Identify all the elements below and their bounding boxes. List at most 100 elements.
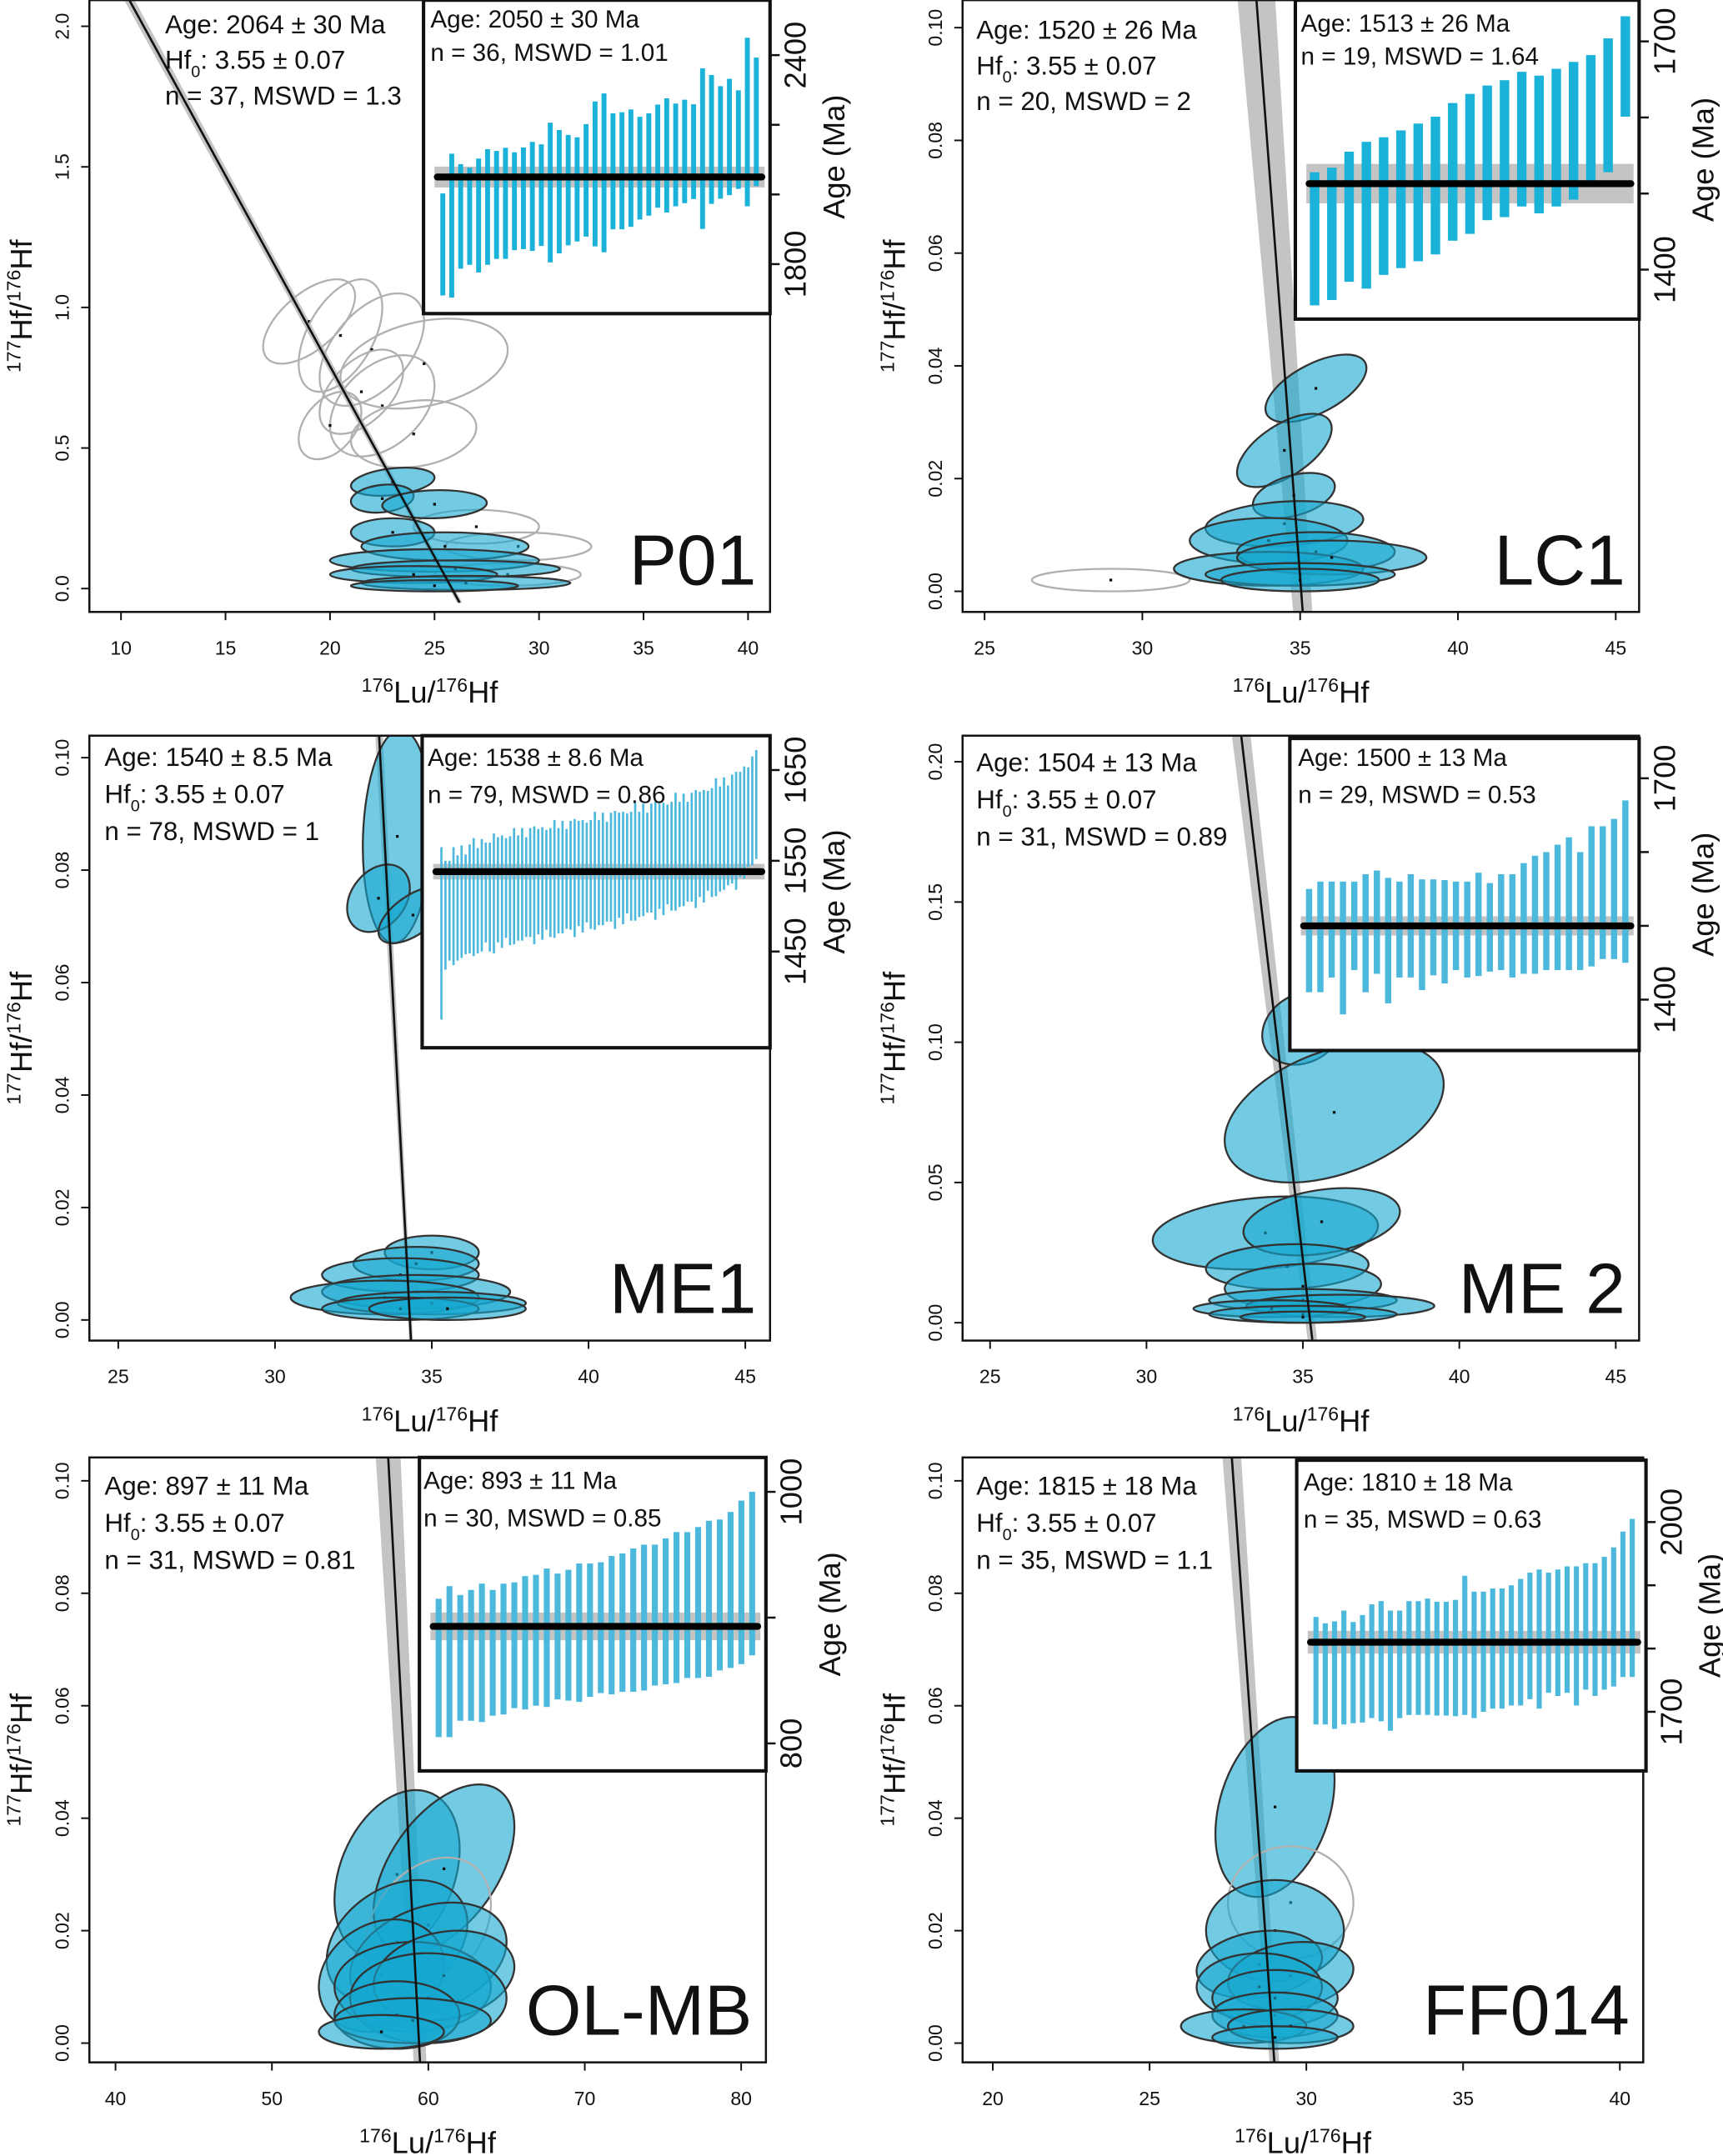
isochron-line: [1240, 735, 1314, 1340]
element-symbol: Hf: [877, 1693, 911, 1723]
inset-n-mswd-text: n = 30, MSWD = 0.85: [423, 1504, 661, 1532]
age-error-bar: [716, 1519, 724, 1671]
age-error-bar: [690, 793, 694, 902]
ellipse-center-point: [433, 503, 436, 506]
age-error-bar: [699, 68, 705, 229]
age-error-bar: [1406, 1601, 1412, 1715]
age-error-bar: [655, 104, 661, 208]
age-error-bar: [730, 774, 734, 884]
inset-tick-label: 2000: [1655, 1488, 1689, 1556]
age-error-bar: [1543, 852, 1550, 971]
ellipse-center-point: [328, 423, 332, 428]
age-error-bar: [663, 1538, 669, 1684]
plot-area: [1151, 735, 1445, 1340]
x-tick-label: 20: [982, 2088, 1004, 2109]
age-error-bar: [718, 86, 724, 199]
age-error-bar: [508, 836, 512, 946]
x-tick-label: 45: [1605, 1366, 1626, 1388]
age-error-bar: [1434, 1601, 1440, 1716]
hf-sub: 0: [131, 1526, 140, 1544]
x-tick-label: 40: [578, 1366, 599, 1388]
hf-prefix: Hf: [104, 1508, 131, 1538]
age-error-bar: [673, 1532, 680, 1683]
superscript-mass-number: 177: [876, 1794, 898, 1827]
age-error-bar: [511, 1582, 518, 1708]
superscript-mass-number: 176: [876, 270, 898, 303]
y-tick-label: 0.10: [51, 1462, 73, 1499]
y-tick-label: 0.08: [51, 1574, 73, 1612]
excluded-error-ellipse: [339, 318, 509, 410]
age-error-bar: [497, 837, 499, 943]
element-symbol: Lu/: [392, 2126, 434, 2156]
hf-sub: 0: [1003, 68, 1012, 87]
plot-area: [1180, 1457, 1355, 2063]
age-error-bar: [444, 860, 447, 970]
inset-n-mswd-text: n = 29, MSWD = 0.53: [1298, 782, 1535, 809]
panel-ol-mb: 40 50 60 70 800.000.020.040.060.080.10176Lu/…: [3, 1455, 847, 2156]
age-error-bar: [1369, 1603, 1375, 1718]
age-error-bar: [1350, 1622, 1356, 1723]
age-error-bar: [1322, 1623, 1328, 1725]
age-error-bar: [652, 1544, 659, 1686]
inset-n-mswd-text: n = 79, MSWD = 0.86: [428, 782, 665, 809]
age-error-bar: [709, 74, 714, 204]
age-error-bar: [1327, 168, 1337, 301]
ellipse-center-point: [442, 1867, 446, 1871]
y-tick-label: 0.20: [924, 743, 946, 781]
x-axis-label: 176Lu/176Hf: [1233, 1403, 1370, 1438]
age-error-bar: [710, 788, 714, 898]
age-error-bar: [1441, 880, 1448, 983]
age-error-bar: [489, 1589, 496, 1716]
x-axis-label: 176Lu/176Hf: [362, 1403, 499, 1438]
ellipse-center-point: [338, 333, 343, 338]
hf-sub: 0: [1003, 1526, 1012, 1544]
age-error-bar: [520, 147, 526, 249]
inset-tick-label: 1000: [774, 1458, 809, 1526]
age-error-bar: [476, 158, 482, 273]
age-error-bar: [543, 1568, 550, 1708]
isochron-age-text: Age: 1815 ± 18 Ma: [976, 1471, 1197, 1500]
ellipse-center-point: [391, 531, 394, 534]
age-error-bar: [435, 1598, 442, 1738]
age-error-bar: [743, 766, 746, 879]
inset-y-axis-label: Age (Ma): [1685, 98, 1720, 222]
x-tick-label: 25: [974, 637, 995, 658]
ellipse-center-point: [1332, 1111, 1336, 1114]
age-error-bar: [638, 812, 641, 918]
age-error-bar: [666, 804, 669, 905]
isochron-line: [1230, 1457, 1276, 2063]
hf-suffix: : 3.55 ± 0.07: [1012, 51, 1157, 80]
panel-me2: 25 30 35 40 450.000.050.100.150.20176Lu/176H…: [876, 734, 1720, 1438]
plot-area: [289, 735, 527, 1341]
age-error-bar: [1610, 1547, 1616, 1687]
age-error-bar: [630, 1548, 637, 1693]
x-tick-label: 35: [1292, 1366, 1314, 1388]
plot-area: [318, 1457, 516, 2063]
element-symbol: Lu/: [1265, 675, 1307, 709]
isochron-age-text: Age: 1504 ± 13 Ma: [976, 748, 1197, 778]
age-error-bar: [553, 819, 556, 938]
hf-suffix: : 3.55 ± 0.07: [1012, 785, 1157, 814]
x-tick-label: 30: [1295, 2088, 1317, 2109]
y-tick-label: 0.04: [51, 1076, 73, 1113]
superscript-mass-number: 176: [3, 1002, 25, 1034]
initial-hf-text: Hf0: 3.55 ± 0.07: [976, 785, 1156, 821]
ellipse-center-point: [308, 320, 311, 323]
age-error-bar: [1397, 1610, 1403, 1718]
age-error-bar: [587, 1563, 594, 1698]
ellipse-center-point: [395, 834, 399, 838]
age-error-bar: [538, 144, 544, 247]
age-error-bar: [1310, 172, 1320, 306]
age-error-bar: [1464, 881, 1470, 978]
panel-me1: 25 30 35 40 450.000.020.040.060.080.10176Lu/…: [3, 733, 851, 1438]
age-error-bar: [1601, 1557, 1607, 1690]
x-tick-label: 35: [633, 637, 654, 658]
age-error-bar: [609, 813, 613, 922]
age-error-bar: [493, 151, 499, 259]
plot-area: [1030, 0, 1428, 613]
age-error-bar: [503, 148, 508, 259]
element-symbol: Hf: [1341, 2126, 1372, 2156]
sample-label: FF014: [1423, 1971, 1630, 2051]
superscript-mass-number: 176: [1233, 674, 1265, 696]
y-axis-label: 177Hf/176Hf: [876, 971, 911, 1105]
